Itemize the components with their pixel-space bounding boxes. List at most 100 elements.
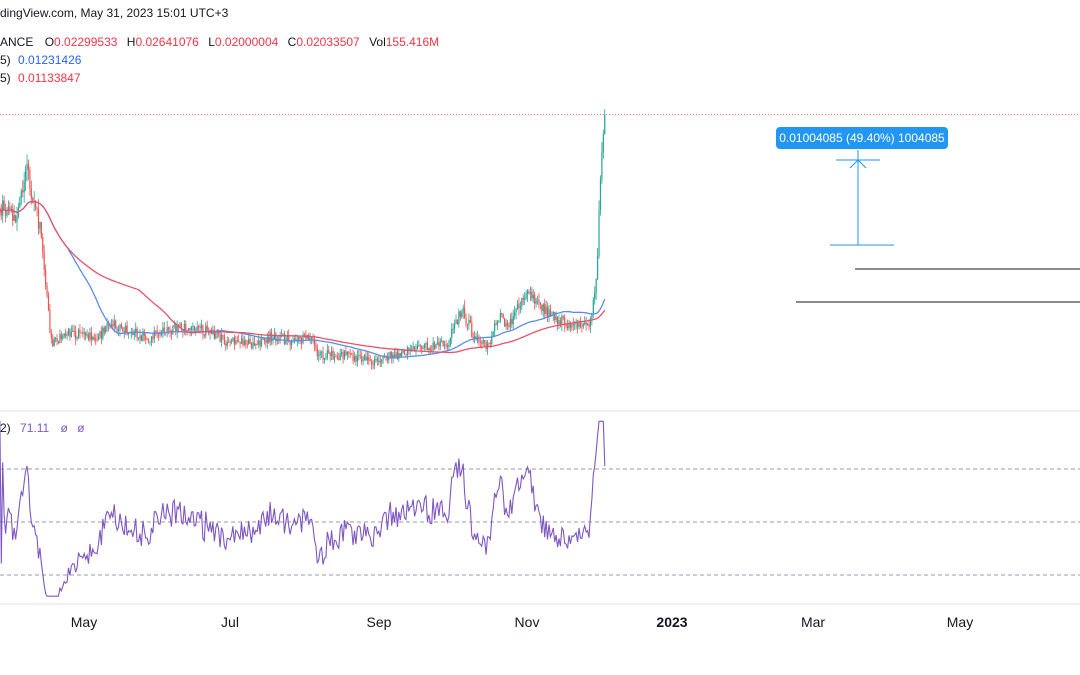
ma-red-legend[interactable]: 5) 0.01133847 [0, 71, 81, 85]
candle[interactable] [318, 349, 320, 363]
candle[interactable] [145, 333, 147, 345]
candle[interactable] [213, 325, 215, 340]
candle[interactable] [504, 317, 506, 327]
candle[interactable] [152, 333, 154, 344]
candle[interactable] [361, 351, 363, 365]
candle[interactable] [378, 355, 380, 366]
candle[interactable] [468, 313, 470, 330]
candle[interactable] [542, 303, 544, 318]
candle[interactable] [212, 325, 214, 336]
candle[interactable] [325, 353, 327, 361]
candle[interactable] [472, 332, 474, 343]
candle[interactable] [250, 341, 253, 350]
candle[interactable] [313, 335, 316, 352]
candle[interactable] [511, 312, 513, 329]
candle[interactable] [485, 339, 487, 352]
ma-red-line[interactable] [0, 201, 606, 354]
candle[interactable] [351, 352, 353, 356]
candle[interactable] [137, 337, 140, 341]
candle[interactable] [270, 328, 273, 345]
candle[interactable] [579, 316, 582, 329]
candle[interactable] [245, 339, 247, 349]
candle[interactable] [365, 350, 367, 361]
candle[interactable] [435, 343, 437, 350]
candle[interactable] [215, 331, 217, 340]
candle[interactable] [346, 351, 348, 360]
candle[interactable] [166, 320, 168, 338]
candle[interactable] [578, 319, 580, 330]
candle[interactable] [45, 264, 47, 290]
candle[interactable] [355, 354, 357, 366]
candle[interactable] [373, 355, 376, 370]
candle[interactable] [86, 329, 88, 339]
candle[interactable] [559, 317, 562, 328]
candle[interactable] [552, 310, 554, 321]
candle[interactable] [486, 339, 489, 356]
candle[interactable] [219, 332, 221, 343]
candle[interactable] [9, 201, 11, 215]
candle[interactable] [408, 347, 410, 356]
candle[interactable] [398, 348, 400, 362]
candle[interactable] [422, 345, 424, 350]
candle[interactable] [236, 335, 238, 344]
candle[interactable] [465, 313, 467, 328]
candle[interactable] [10, 205, 12, 213]
candle[interactable] [529, 286, 531, 302]
candle[interactable] [535, 297, 537, 308]
candle[interactable] [315, 339, 317, 352]
candle[interactable] [349, 348, 351, 358]
candle[interactable] [525, 290, 527, 301]
candle[interactable] [385, 355, 387, 361]
price-pane[interactable] [0, 109, 1080, 370]
candle[interactable] [505, 318, 507, 330]
candle[interactable] [292, 335, 294, 344]
candle[interactable] [258, 335, 260, 349]
candle[interactable] [50, 328, 52, 344]
candle[interactable] [279, 331, 281, 344]
candle[interactable] [476, 330, 479, 344]
candle[interactable] [289, 340, 291, 351]
candle[interactable] [265, 337, 267, 348]
candle[interactable] [159, 329, 161, 339]
candle[interactable] [546, 302, 549, 322]
candle[interactable] [561, 313, 563, 332]
candle[interactable] [190, 326, 193, 337]
candle[interactable] [556, 316, 559, 331]
candle[interactable] [76, 336, 78, 341]
candle[interactable] [456, 319, 459, 325]
candle[interactable] [115, 319, 117, 330]
candle[interactable] [439, 338, 441, 351]
candle[interactable] [43, 244, 45, 277]
candle[interactable] [491, 331, 493, 347]
candle[interactable] [514, 305, 516, 320]
candle[interactable] [418, 340, 420, 347]
candle[interactable] [293, 336, 296, 344]
candle[interactable] [85, 331, 87, 341]
candle[interactable] [482, 337, 484, 347]
candle[interactable] [475, 332, 477, 341]
candle[interactable] [268, 330, 270, 344]
candle[interactable] [565, 324, 567, 329]
candle[interactable] [273, 327, 276, 339]
candle[interactable] [575, 318, 577, 330]
candle[interactable] [303, 332, 306, 338]
candle[interactable] [528, 289, 530, 295]
candle[interactable] [92, 335, 94, 341]
candle[interactable] [518, 297, 520, 316]
candle[interactable] [335, 353, 337, 358]
candle[interactable] [300, 336, 303, 350]
candle[interactable] [93, 332, 95, 343]
candle[interactable] [269, 329, 271, 347]
candle[interactable] [242, 333, 244, 348]
candle[interactable] [69, 328, 71, 341]
candle[interactable] [150, 335, 153, 347]
candle[interactable] [328, 345, 330, 354]
candle[interactable] [332, 347, 334, 360]
candle[interactable] [139, 329, 141, 344]
candle[interactable] [471, 316, 473, 338]
candle[interactable] [522, 294, 524, 306]
candle[interactable] [176, 320, 178, 339]
candle[interactable] [496, 320, 499, 330]
candle[interactable] [598, 200, 600, 259]
